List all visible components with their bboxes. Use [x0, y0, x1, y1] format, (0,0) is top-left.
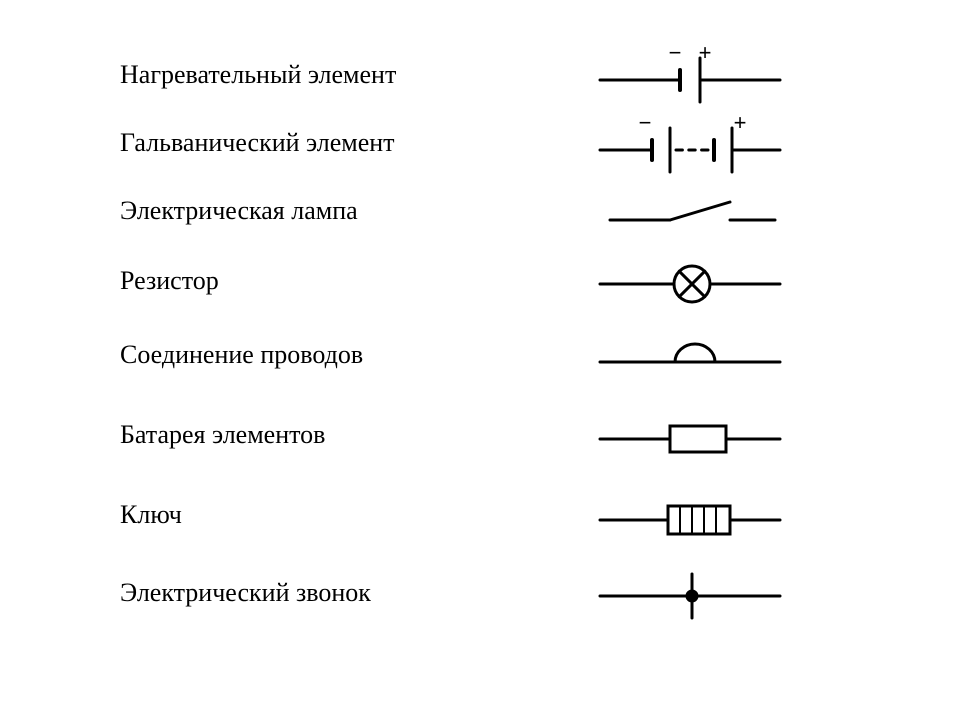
svg-text:−: − [639, 112, 652, 135]
label-resistor: Резистор [120, 266, 219, 296]
svg-text:−: − [669, 42, 682, 65]
label-switch: Ключ [120, 500, 182, 530]
label-bell: Электрический звонок [120, 578, 371, 608]
symbol-junction [580, 560, 800, 626]
symbol-cell-double: −+ [580, 112, 800, 178]
symbol-cell-single: −+ [580, 42, 800, 108]
symbol-resistor-box [580, 402, 800, 468]
svg-text:+: + [734, 112, 747, 135]
label-wires: Соединение проводов [120, 340, 363, 370]
label-heating: Нагревательный элемент [120, 60, 396, 90]
symbol-switch-open [580, 180, 800, 246]
label-galvanic: Гальванический элемент [120, 128, 395, 158]
symbol-lamp [580, 250, 800, 316]
label-lamp: Электрическая лампа [120, 196, 358, 226]
page: Нагревательный элемент Гальванический эл… [0, 0, 960, 720]
symbol-heater [580, 482, 800, 548]
label-battery: Батарея элементов [120, 420, 325, 450]
svg-text:+: + [699, 42, 712, 65]
symbol-bell [580, 322, 800, 388]
